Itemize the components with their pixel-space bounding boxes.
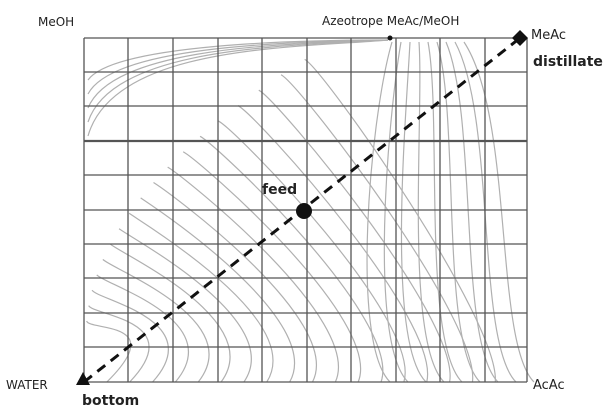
residue-curve bbox=[140, 197, 296, 383]
residue-curve bbox=[366, 41, 393, 383]
residue-curve bbox=[280, 74, 474, 383]
residue-curve bbox=[87, 39, 389, 109]
bottom-label: bottom bbox=[82, 393, 139, 409]
residue-curve bbox=[167, 166, 339, 383]
residue-curve bbox=[182, 151, 362, 383]
residue-curve bbox=[217, 120, 406, 383]
residue-curve bbox=[400, 41, 427, 383]
residue-curve bbox=[427, 41, 463, 383]
residue-curve bbox=[87, 39, 389, 123]
feed-label: feed bbox=[262, 182, 297, 198]
residue-curve bbox=[86, 320, 132, 383]
residue-curve bbox=[454, 41, 517, 383]
residue-curve bbox=[304, 58, 496, 383]
bottom-marker bbox=[76, 372, 90, 385]
residue-curve bbox=[237, 105, 429, 383]
residue-curve bbox=[109, 243, 231, 383]
azeotrope-marker bbox=[387, 35, 393, 41]
meoh-label: MeOH bbox=[38, 15, 74, 29]
residue-curve bbox=[436, 41, 481, 383]
grid bbox=[83, 37, 528, 383]
residue-curve bbox=[258, 89, 451, 383]
residue-curve bbox=[153, 181, 317, 383]
residue-curve bbox=[87, 39, 389, 81]
distillate-marker bbox=[512, 30, 528, 46]
distillate-label: distillate bbox=[533, 54, 603, 70]
feed-marker bbox=[296, 203, 312, 219]
residue-curve bbox=[88, 305, 150, 383]
residue-curves bbox=[86, 39, 535, 383]
residue-curve bbox=[87, 39, 389, 137]
acac-label: AcAc bbox=[533, 378, 565, 393]
residue-curve bbox=[199, 135, 384, 383]
residue-curve bbox=[463, 41, 535, 383]
meac-label: MeAc bbox=[531, 28, 566, 43]
residue-curve bbox=[118, 228, 252, 383]
azeotrope-label: Azeotrope MeAc/MeOH bbox=[322, 14, 459, 28]
residue-curve bbox=[87, 39, 389, 95]
residue-curve bbox=[417, 41, 445, 383]
water-label: WATER bbox=[6, 378, 48, 392]
residue-curve bbox=[91, 289, 170, 383]
residue-curve bbox=[96, 274, 189, 383]
